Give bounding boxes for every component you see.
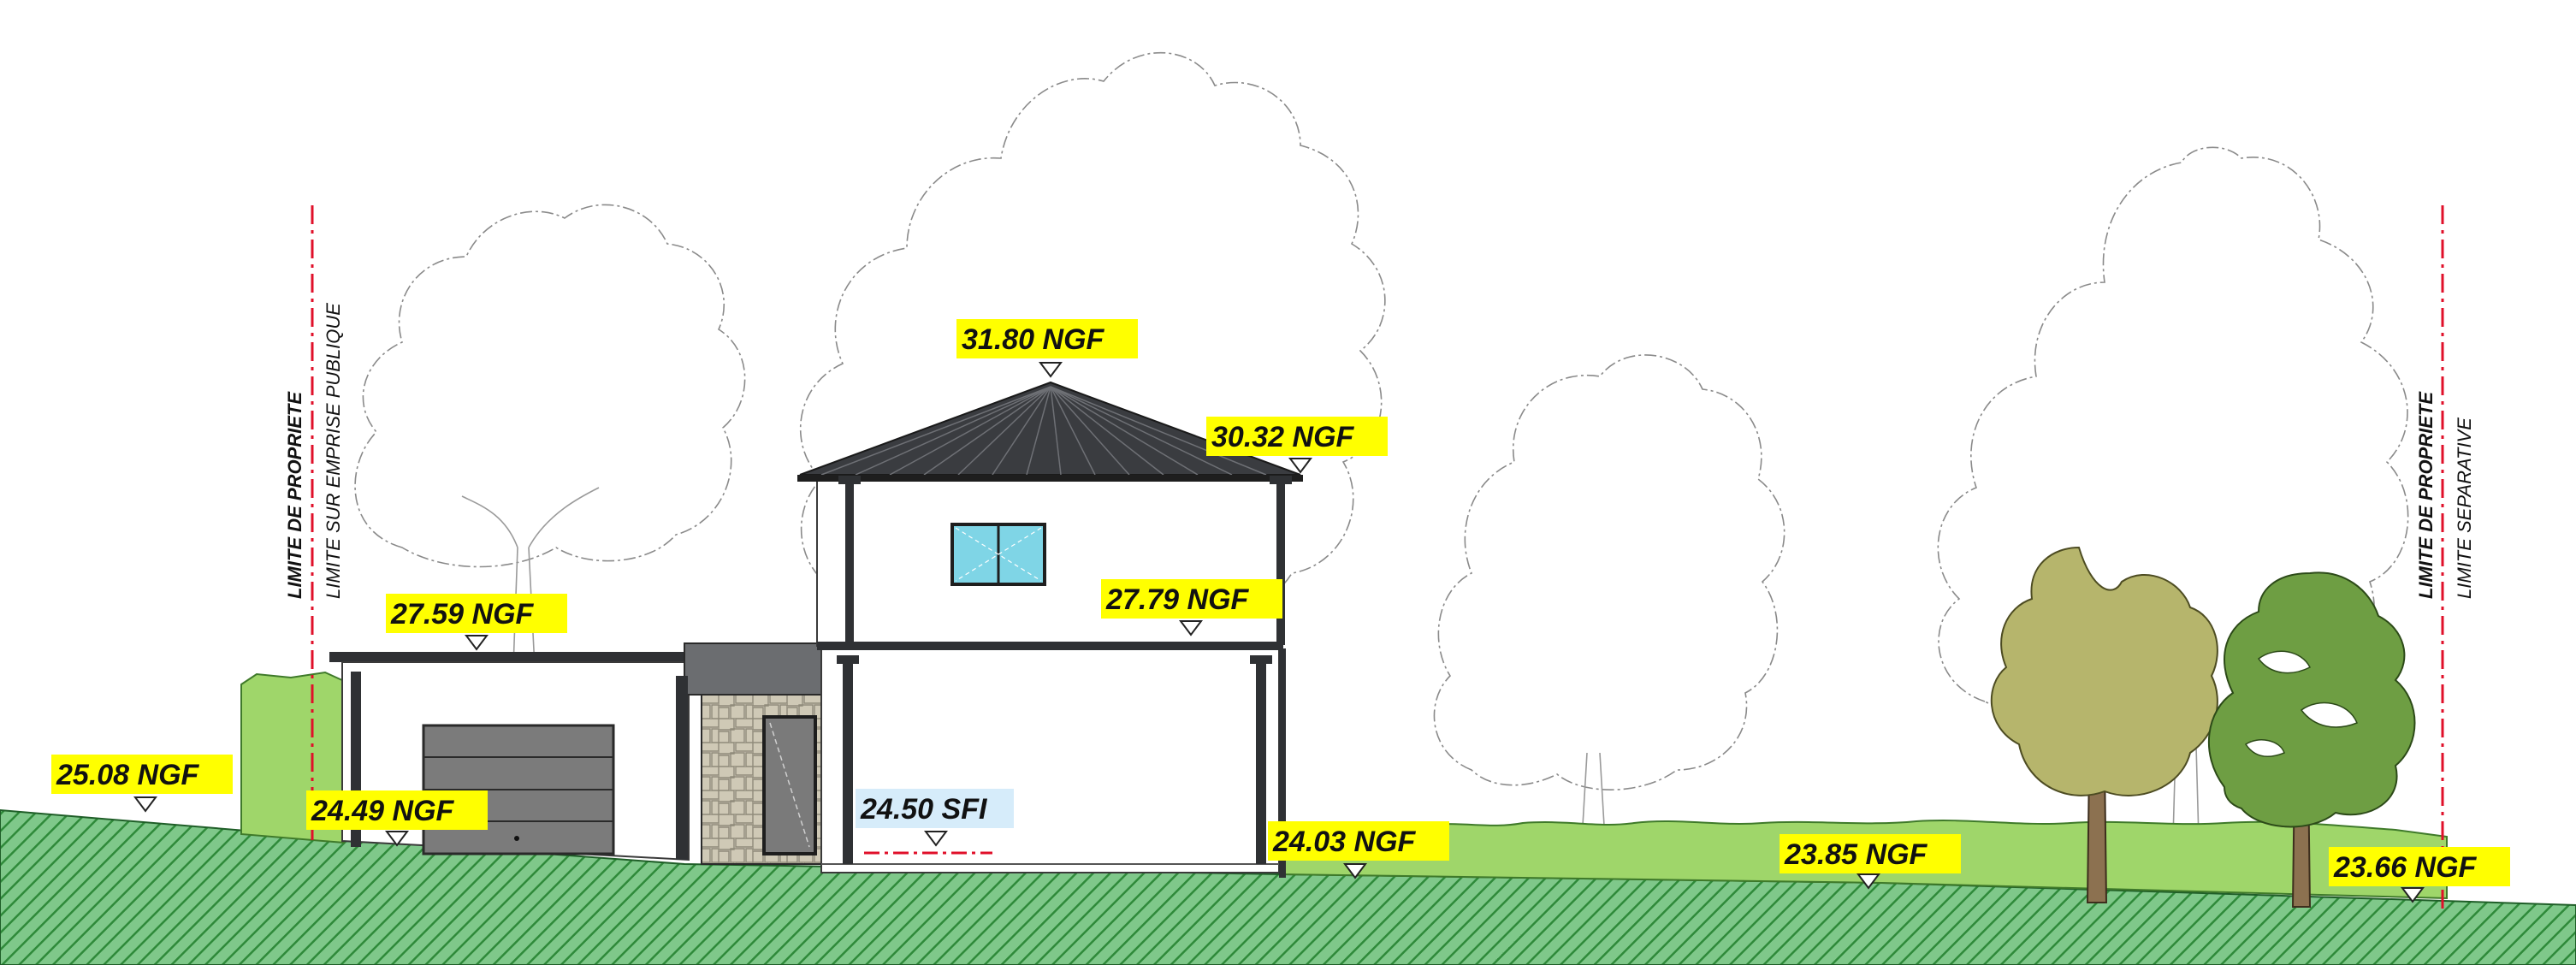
level-ground-garage-text: 24.49 NGF (311, 795, 455, 827)
triangle-down-icon (2401, 887, 2425, 903)
level-finished-floor: 24.50 SFI (856, 789, 1014, 855)
garage-door-icon (422, 724, 615, 855)
level-ground-garage: 24.49 NGF (306, 790, 488, 847)
triangle-down-icon (385, 831, 409, 847)
garage-roof-slab (329, 652, 689, 662)
triangle-down-icon (1288, 458, 1312, 474)
level-eave-mid: 27.79 NGF (1101, 579, 1282, 636)
roof-gutter (797, 475, 1303, 482)
triangle-down-icon (1179, 620, 1203, 636)
level-garage-roof: 27.59 NGF (386, 594, 567, 651)
property-limit-lines (311, 205, 2444, 911)
level-ground-house-right-text: 24.03 NGF (1272, 826, 1417, 858)
property-limit-left-title: LIMITE DE PROPRIETE (284, 391, 305, 599)
triangle-down-icon (465, 635, 489, 651)
level-ground-far-right: 23.66 NGF (2329, 847, 2510, 903)
ground-storey-wall (820, 648, 1280, 873)
level-ground-far-right-text: 23.66 NGF (2333, 851, 2478, 884)
level-ground-far-left-text: 25.08 NGF (56, 759, 200, 791)
level-ridge-text: 31.80 NGF (962, 323, 1105, 356)
triangle-down-icon (133, 796, 157, 813)
level-labels: 31.80 NGF 30.32 NGF 27.79 NGF 27.59 NGF … (51, 319, 2510, 903)
downpipe-icon (837, 476, 1292, 878)
roof-seams (820, 386, 1267, 476)
property-limit-left-labels: LIMITE DE PROPRIETE LIMITE SUR EMPRISE P… (284, 303, 344, 599)
house (329, 381, 1303, 878)
tree-green (2207, 571, 2416, 908)
triangle-down-icon (1856, 873, 1880, 890)
property-limit-right-labels: LIMITE DE PROPRIETE LIMITE SEPARATIVE (2415, 391, 2475, 599)
triangle-down-icon (1039, 362, 1063, 378)
door-icon (762, 715, 817, 855)
outline-tree-mid-right (1433, 354, 1785, 826)
triangle-down-icon (924, 831, 948, 847)
entry-column (676, 676, 688, 860)
level-eave-mid-text: 27.79 NGF (1105, 583, 1250, 616)
level-finished-floor-text: 24.50 SFI (860, 793, 988, 826)
level-garage-roof-text: 27.59 NGF (390, 598, 535, 631)
garden-trees (1990, 546, 2416, 908)
property-limit-right-subtitle: LIMITE SEPARATIVE (2454, 417, 2475, 599)
floor-slab (817, 642, 1283, 650)
level-ground-house-right: 24.03 NGF (1268, 821, 1449, 879)
level-ridge: 31.80 NGF (956, 319, 1138, 378)
upper-storey-wall (816, 478, 1280, 647)
level-eave-upper: 30.32 NGF (1206, 417, 1388, 474)
level-ground-far-left: 25.08 NGF (51, 755, 233, 813)
level-ground-garden-text: 23.85 NGF (1784, 838, 1928, 871)
property-limit-right-title: LIMITE DE PROPRIETE (2415, 391, 2437, 599)
window-icon (950, 523, 1046, 586)
level-eave-upper-text: 30.32 NGF (1211, 421, 1355, 453)
tree-olive (1990, 546, 2218, 903)
property-limit-left-subtitle: LIMITE SUR EMPRISE PUBLIQUE (323, 303, 344, 599)
level-ground-garden: 23.85 NGF (1780, 834, 1961, 890)
triangle-down-icon (1343, 863, 1367, 879)
entry-block-top (684, 642, 822, 696)
